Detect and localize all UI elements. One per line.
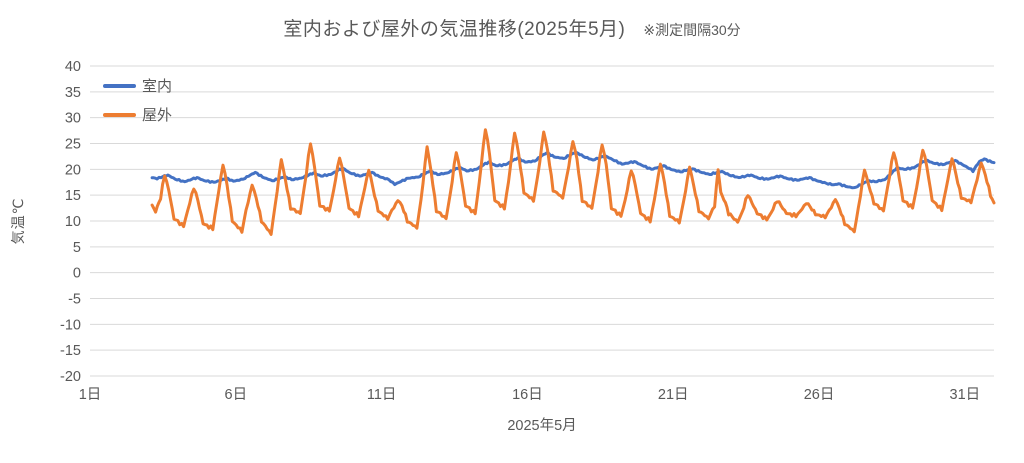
- chart-title-text: 室内および屋外の気温推移(2025年5月): [283, 19, 626, 40]
- svg-text:11日: 11日: [367, 387, 397, 403]
- svg-text:30: 30: [65, 111, 81, 127]
- legend: 室内 屋外: [103, 71, 172, 129]
- svg-text:5: 5: [73, 240, 81, 256]
- svg-text:21日: 21日: [658, 387, 689, 403]
- indoor-line-swatch: [103, 83, 136, 88]
- svg-text:16日: 16日: [512, 387, 543, 403]
- svg-text:6日: 6日: [225, 387, 248, 403]
- svg-text:25: 25: [65, 137, 81, 153]
- svg-text:-15: -15: [60, 343, 81, 359]
- svg-text:20: 20: [65, 162, 81, 178]
- outdoor-line-swatch: [103, 112, 136, 117]
- x-axis-title: 2025年5月: [507, 417, 576, 434]
- svg-text:31日: 31日: [950, 387, 981, 403]
- svg-text:35: 35: [65, 85, 81, 101]
- legend-label-indoor: 室内: [142, 78, 173, 95]
- gridlines: [90, 65, 994, 377]
- svg-text:-20: -20: [60, 369, 81, 385]
- y-axis-tick-labels: 40 35 30 25 20 15 10 5 0 -5 -10 -15 -20: [60, 59, 81, 385]
- svg-text:40: 40: [65, 59, 81, 75]
- svg-text:-10: -10: [60, 317, 81, 333]
- legend-label-outdoor: 屋外: [142, 107, 173, 124]
- svg-text:15: 15: [65, 188, 81, 204]
- legend-item-indoor: 室内: [103, 71, 172, 100]
- chart-title: 室内および屋外の気温推移(2025年5月) ※測定間隔30分: [0, 14, 1024, 41]
- y-axis-title: 気温℃: [10, 197, 26, 245]
- series-lines: [150, 128, 996, 236]
- svg-text:1日: 1日: [79, 387, 102, 403]
- svg-text:-5: -5: [68, 292, 81, 308]
- svg-text:0: 0: [73, 266, 81, 282]
- x-axis-tick-labels: 1日 6日 11日 16日 21日 26日 31日: [79, 387, 980, 403]
- svg-text:26日: 26日: [804, 387, 835, 403]
- legend-item-outdoor: 屋外: [103, 100, 172, 129]
- chart-title-note: ※測定間隔30分: [643, 22, 741, 38]
- svg-text:10: 10: [65, 214, 81, 230]
